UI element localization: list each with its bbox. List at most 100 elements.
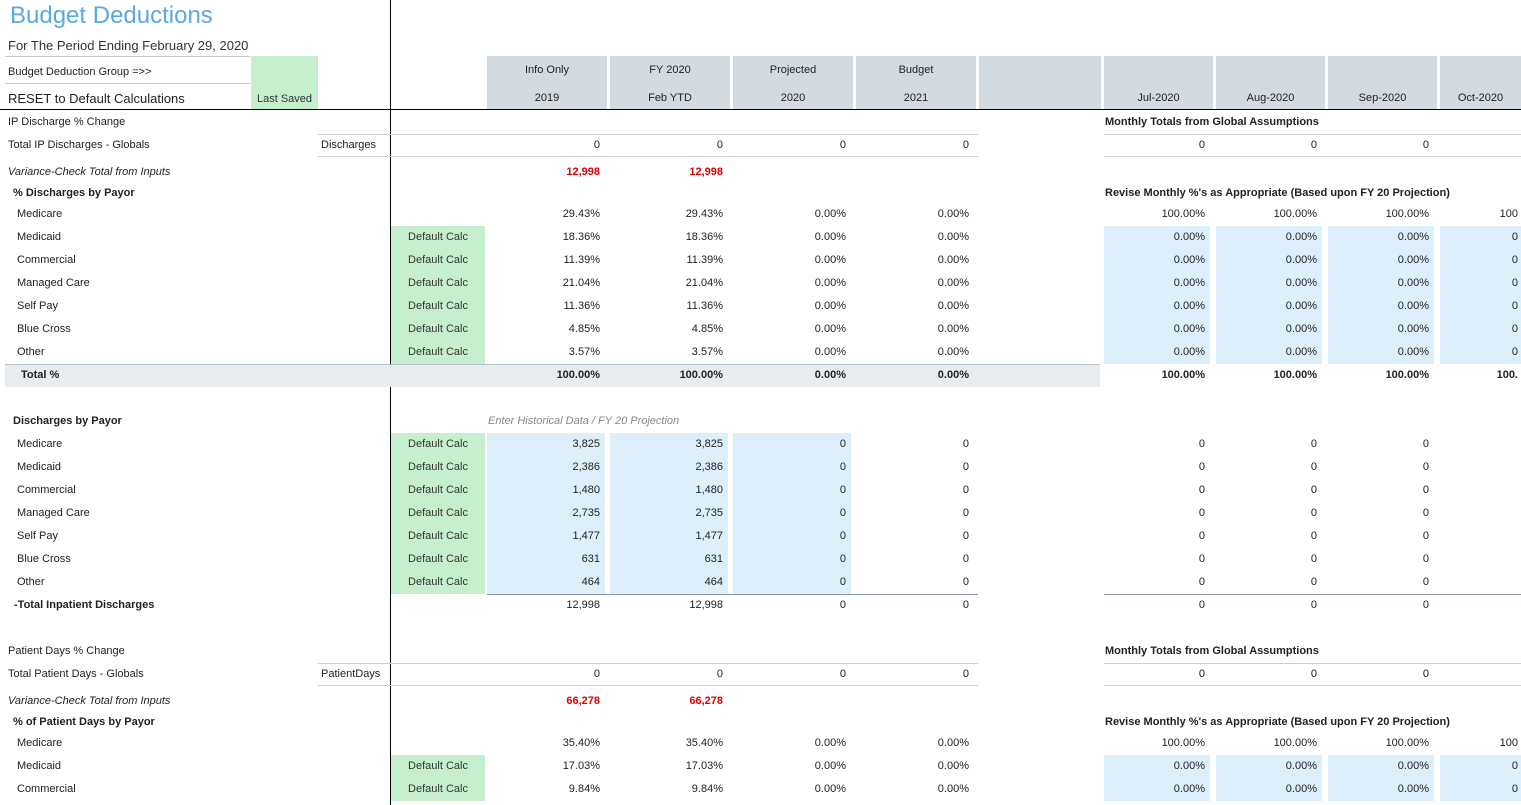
monthly-value[interactable]: 0.00% xyxy=(1104,294,1210,318)
reset-button[interactable]: RESET to Default Calculations xyxy=(8,91,185,106)
row-label: Self Pay xyxy=(17,299,58,312)
annual-value[interactable]: 0 xyxy=(733,570,851,594)
monthly-value[interactable]: 0.00% xyxy=(1216,271,1322,295)
annual-value[interactable]: 0 xyxy=(733,524,851,548)
calc-button[interactable]: Default Calc xyxy=(391,547,485,571)
monthly-value[interactable]: 0.00% xyxy=(1328,340,1434,364)
monthly-value: 100.00% xyxy=(1385,207,1429,220)
monthly-value[interactable]: 0.00% xyxy=(1328,294,1434,318)
monthly-value[interactable]: 0 xyxy=(1440,754,1521,778)
calc-button[interactable]: Default Calc xyxy=(391,570,485,594)
annual-value[interactable]: 631 xyxy=(487,547,605,571)
calc-button[interactable]: Default Calc xyxy=(391,777,485,801)
annual-value: 0.00% xyxy=(937,736,969,749)
monthly-value: 0 xyxy=(1198,667,1205,680)
annual-value[interactable]: 1,477 xyxy=(610,524,728,548)
monthly-value[interactable]: 0.00% xyxy=(1104,248,1210,272)
rule xyxy=(1104,133,1521,157)
annual-value: 21.04% xyxy=(685,276,723,289)
annual-value[interactable]: 0 xyxy=(733,432,851,456)
monthly-value[interactable]: 0.00% xyxy=(1216,225,1322,249)
annual-value[interactable]: 0 xyxy=(733,547,851,571)
monthly-value[interactable]: 0.00% xyxy=(1216,754,1322,778)
monthly-value[interactable]: 0.00% xyxy=(1104,225,1210,249)
annual-value[interactable]: 2,386 xyxy=(610,455,728,479)
annual-value[interactable]: 1,480 xyxy=(610,478,728,502)
row-label: IP Discharge % Change xyxy=(8,115,126,128)
annual-value: 21.04% xyxy=(562,276,600,289)
monthly-value[interactable]: 0.00% xyxy=(1328,754,1434,778)
calc-button[interactable]: Default Calc xyxy=(391,294,485,318)
annual-value[interactable]: 1,477 xyxy=(487,524,605,548)
monthly-value[interactable]: 0.00% xyxy=(1216,317,1322,341)
annual-value[interactable]: 0 xyxy=(733,478,851,502)
annual-value[interactable]: 464 xyxy=(487,570,605,594)
group-label[interactable]: Budget Deduction Group =>> xyxy=(5,56,250,84)
monthly-value[interactable]: 0.00% xyxy=(1104,754,1210,778)
calc-button[interactable]: Default Calc xyxy=(391,478,485,502)
annual-value: 0.00% xyxy=(814,322,846,335)
sheet-row: Patient Days % Change Monthly Totals from… xyxy=(0,640,1521,663)
monthly-value: 100 xyxy=(1499,207,1518,220)
annual-value[interactable]: 0 xyxy=(733,455,851,479)
annual-value: 0.00% xyxy=(814,782,846,795)
calc-button[interactable]: Default Calc xyxy=(391,340,485,364)
row-label: Medicaid xyxy=(17,230,62,243)
calc-button[interactable]: Default Calc xyxy=(391,501,485,525)
calc-button[interactable]: Default Calc xyxy=(391,455,485,479)
monthly-value[interactable]: 0.00% xyxy=(1328,225,1434,249)
row-label: Medicare xyxy=(17,207,63,220)
annual-value[interactable]: 631 xyxy=(610,547,728,571)
monthly-value: 0 xyxy=(1198,552,1205,565)
monthly-value[interactable]: 0 xyxy=(1440,248,1521,272)
monthly-value[interactable]: 0.00% xyxy=(1328,271,1434,295)
month-header: Jul-2020 xyxy=(1137,92,1180,104)
monthly-value[interactable]: 0.00% xyxy=(1216,248,1322,272)
calc-button[interactable]: Default Calc xyxy=(391,432,485,456)
monthly-value[interactable]: 0 xyxy=(1440,340,1521,364)
monthly-value[interactable]: 0.00% xyxy=(1328,777,1434,801)
monthly-value[interactable]: 0.00% xyxy=(1216,777,1322,801)
annual-value[interactable]: 2,386 xyxy=(487,455,605,479)
calc-button[interactable]: Default Calc xyxy=(391,524,485,548)
annual-value[interactable]: 2,735 xyxy=(610,501,728,525)
monthly-value[interactable]: 0.00% xyxy=(1216,340,1322,364)
calc-button[interactable]: Default Calc xyxy=(391,225,485,249)
monthly-value: 100.00% xyxy=(1273,736,1317,749)
monthly-value: 100 xyxy=(1499,736,1518,749)
annual-value[interactable]: 464 xyxy=(610,570,728,594)
annual-value: 66,278 xyxy=(689,694,723,707)
monthly-value[interactable]: 0.00% xyxy=(1216,294,1322,318)
annual-value: 11.36% xyxy=(686,299,724,312)
column-header xyxy=(979,56,1101,109)
annual-value[interactable]: 3,825 xyxy=(610,432,728,456)
monthly-value[interactable]: 0.00% xyxy=(1104,271,1210,295)
calc-button[interactable]: Default Calc xyxy=(391,271,485,295)
annual-value: 0.00% xyxy=(814,345,846,358)
annual-value: 9.84% xyxy=(691,782,723,795)
monthly-value[interactable]: 0 xyxy=(1440,271,1521,295)
sheet-row: % of Patient Days by Payor Revise Monthly… xyxy=(0,712,1521,732)
annual-value[interactable]: 0 xyxy=(733,501,851,525)
monthly-value[interactable]: 0 xyxy=(1440,317,1521,341)
monthly-value[interactable]: 0.00% xyxy=(1104,340,1210,364)
monthly-value[interactable]: 0 xyxy=(1440,777,1521,801)
monthly-value[interactable]: 0.00% xyxy=(1328,317,1434,341)
section-note: Monthly Totals from Global Assumptions xyxy=(1105,115,1319,128)
annual-value[interactable]: 1,480 xyxy=(487,478,605,502)
monthly-value[interactable]: 0.00% xyxy=(1328,248,1434,272)
annual-value: 0.00% xyxy=(937,253,969,266)
calc-button[interactable]: Default Calc xyxy=(391,754,485,778)
calc-button[interactable]: Default Calc xyxy=(391,317,485,341)
annual-value: 4.85% xyxy=(691,322,723,335)
row-label: Total Patient Days - Globals xyxy=(8,667,144,680)
monthly-value[interactable]: 0 xyxy=(1440,225,1521,249)
monthly-value[interactable]: 0.00% xyxy=(1104,317,1210,341)
monthly-value[interactable]: 0.00% xyxy=(1104,777,1210,801)
last-saved[interactable]: Last Saved xyxy=(251,56,318,109)
monthly-value[interactable]: 0 xyxy=(1440,294,1521,318)
annual-value: 0.00% xyxy=(814,736,846,749)
annual-value[interactable]: 2,735 xyxy=(487,501,605,525)
calc-button[interactable]: Default Calc xyxy=(391,248,485,272)
annual-value[interactable]: 3,825 xyxy=(487,432,605,456)
